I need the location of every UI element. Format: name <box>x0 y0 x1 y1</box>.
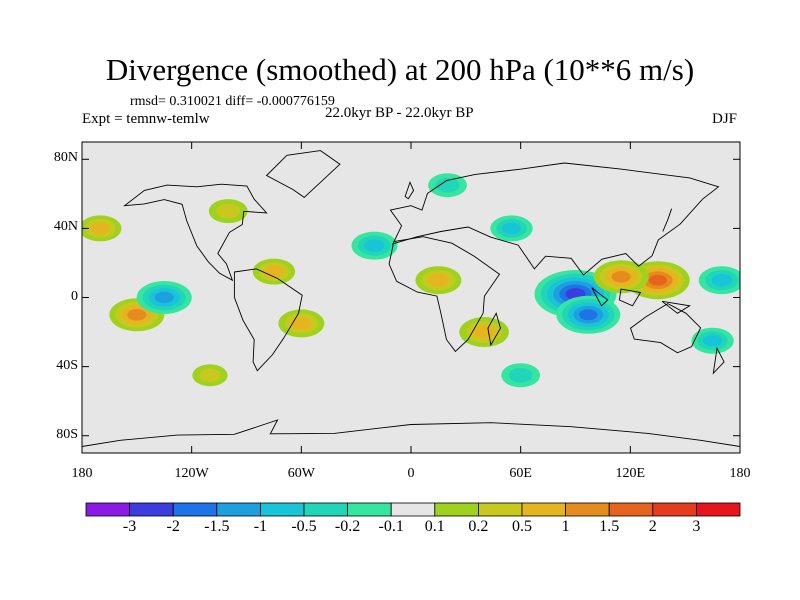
y-tick-label: 0 <box>71 288 78 304</box>
x-tick-label: 180 <box>71 466 93 481</box>
coastline-antarctica <box>82 419 740 447</box>
period-label: 22.0kyr BP - 22.0kyr BP <box>325 105 474 121</box>
colorbar-level-label: -1 <box>253 518 268 535</box>
colorbar-swatch <box>521 502 566 517</box>
colorbar-level-label: -1.5 <box>204 518 230 535</box>
anomaly-14 <box>428 173 467 198</box>
contour-ring <box>473 325 496 339</box>
contour-ring <box>364 239 385 252</box>
colorbar-level-label: 2 <box>648 518 657 535</box>
colorbar <box>85 502 741 517</box>
contour-ring <box>154 291 174 304</box>
x-tick-label: 60E <box>509 466 532 481</box>
contour-ring <box>611 271 631 283</box>
y-tick-label: 40N <box>53 219 78 235</box>
contour-ring <box>435 177 460 193</box>
x-tick-label: 180 <box>729 466 751 481</box>
contour-ring <box>199 368 221 383</box>
contour-ring <box>508 367 533 383</box>
anomaly-17 <box>501 363 541 388</box>
anomaly-16 <box>691 327 734 354</box>
contour-ring <box>291 317 312 330</box>
axis-ticks <box>81 142 741 453</box>
anomaly-9 <box>351 231 398 260</box>
colorbar-level-label: -0.1 <box>378 518 404 535</box>
colorbar-swatch <box>259 502 305 517</box>
colorbar-swatch <box>129 502 174 517</box>
coastline-greenland <box>265 150 341 198</box>
colorbar-swatch <box>347 502 392 517</box>
colorbar-swatch <box>696 502 741 517</box>
colorbar-swatch <box>172 502 218 517</box>
colorbar-swatch <box>434 502 479 517</box>
coastline-africa <box>388 236 501 353</box>
coastline-japan <box>662 208 673 232</box>
colorbar-level-label: 1.5 <box>599 518 620 535</box>
x-tick-label: 120E <box>615 466 646 481</box>
colorbar-swatch <box>477 502 523 517</box>
contour-ring <box>579 309 598 321</box>
anomaly-13 <box>698 266 740 295</box>
x-tick-label: 120W <box>174 466 209 481</box>
colorbar-swatch <box>303 502 348 517</box>
coastline-uk <box>404 181 415 200</box>
anomaly-18 <box>192 364 228 387</box>
colorbar-level-label: -2 <box>166 518 180 535</box>
contour-ring <box>502 222 521 235</box>
contour-ring <box>703 334 723 347</box>
rmsd-stats: rmsd= 0.310021 diff= -0.000776159 <box>130 94 335 109</box>
y-tick-label: 40S <box>56 357 78 373</box>
colorbar-swatch <box>390 502 436 517</box>
season-label: DJF <box>712 111 738 127</box>
colorbar-level-label: -3 <box>122 518 137 535</box>
contour-ring <box>264 265 284 278</box>
experiment-label: Expt = temnw-temlw <box>82 111 210 127</box>
anomaly-5 <box>415 266 462 295</box>
y-tick-label: 80N <box>53 150 78 166</box>
colorbar-swatch <box>565 502 610 517</box>
colorbar-level-label: 3 <box>692 518 701 535</box>
colorbar-level-label: 0.2 <box>468 518 489 535</box>
contour-ring <box>90 222 110 235</box>
contour-ring <box>216 203 241 219</box>
anomaly-6 <box>459 317 509 348</box>
y-tick-label: 80S <box>56 426 78 442</box>
contour-ring <box>428 274 449 287</box>
colorbar-swatch <box>216 502 261 517</box>
colorbar-swatch <box>85 502 130 517</box>
coastline-south-america <box>233 268 303 372</box>
x-tick-label: 0 <box>407 466 415 481</box>
colorbar-level-label: 0.1 <box>424 518 445 535</box>
coastlines <box>82 150 740 447</box>
anomaly-3 <box>593 260 649 294</box>
coastline-sumatra <box>591 287 609 307</box>
anomaly-11 <box>490 215 533 242</box>
x-tick-label: 60W <box>287 466 315 481</box>
anomaly-1 <box>556 295 621 334</box>
anomaly-10 <box>252 258 296 285</box>
coastline-australia <box>629 303 702 354</box>
coastline-eurasia <box>389 162 720 276</box>
anomaly-12 <box>82 215 122 242</box>
coastline-north-america <box>123 183 268 282</box>
coastline-new-guinea <box>661 300 691 314</box>
coastline-borneo <box>618 288 642 307</box>
anomaly-field <box>82 173 740 388</box>
colorbar-swatch <box>608 502 654 517</box>
coastline-madagascar <box>487 312 501 347</box>
contour-ring <box>711 274 732 287</box>
colorbar-level-label: 1 <box>561 518 570 535</box>
colorbar-swatch <box>652 502 697 517</box>
contour-ring <box>127 309 147 321</box>
chart-title: Divergence (smoothed) at 200 hPa (10**6 … <box>105 52 695 87</box>
anomaly-15 <box>208 199 248 224</box>
colorbar-level-label: 0.5 <box>512 518 532 535</box>
contour-ring <box>648 274 667 286</box>
colorbar-level-label: -0.2 <box>334 518 361 535</box>
colorbar-level-label: -0.5 <box>291 518 317 535</box>
anomaly-7 <box>278 309 325 338</box>
coastline-new-zealand <box>712 346 725 375</box>
anomaly-8 <box>136 281 192 314</box>
